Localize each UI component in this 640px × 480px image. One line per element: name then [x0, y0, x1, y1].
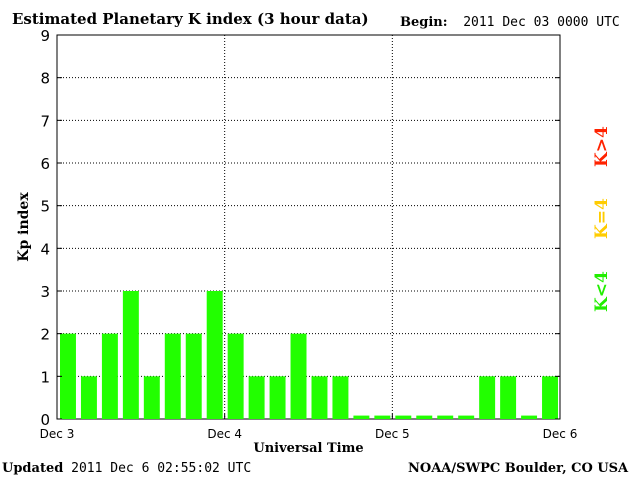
begin-timestamp: Begin: 2011 Dec 03 0000 UTC [400, 15, 620, 30]
kp-bar [437, 415, 454, 419]
plot-frame [56, 34, 561, 420]
kp-bar [164, 333, 181, 419]
kp-bar [248, 376, 265, 419]
legend-k-less-4: K<4 [592, 271, 612, 312]
kp-bar [479, 376, 496, 419]
kp-bar [416, 415, 433, 419]
kp-bar [80, 376, 97, 419]
kp-bar [101, 333, 118, 419]
y-tick-label: 5 [40, 198, 50, 216]
kp-bar [269, 376, 286, 419]
x-tick-label: Dec 4 [207, 427, 242, 441]
kp-bar [542, 376, 558, 419]
updated-value: 2011 Dec 6 02:55:02 UTC [71, 461, 252, 476]
kp-bar [374, 415, 391, 419]
kp-bar [227, 333, 244, 419]
legend-k-greater-4: K>4 [592, 126, 612, 167]
y-tick-label: 0 [40, 411, 50, 429]
kp-bar [458, 415, 475, 419]
kp-bar [521, 415, 538, 419]
kp-bar [290, 333, 307, 419]
y-tick-label: 2 [40, 326, 50, 344]
kp-bar [395, 415, 412, 419]
kp-bar [332, 376, 349, 419]
data-source: NOAA/SWPC Boulder, CO USA [408, 461, 629, 476]
begin-label: Begin: [400, 15, 448, 30]
begin-value: 2011 Dec 03 0000 UTC [463, 15, 620, 30]
kp-bar [143, 376, 160, 419]
kp-bar [185, 333, 202, 419]
y-tick-label: 8 [40, 70, 50, 88]
kp-bar [500, 376, 517, 419]
x-tick-label: Dec 6 [543, 427, 578, 441]
legend-k-equal-4: K=4 [592, 198, 612, 239]
updated-label: Updated [2, 461, 64, 476]
y-tick-label: 3 [40, 283, 50, 301]
y-tick-label: 4 [40, 240, 50, 258]
x-axis-label: Universal Time [253, 441, 363, 456]
y-axis-label: Kp index [16, 192, 32, 262]
y-tick-label: 9 [40, 27, 50, 45]
y-tick-label: 1 [40, 368, 50, 386]
x-tick-label: Dec 3 [40, 427, 75, 441]
updated-timestamp: Updated 2011 Dec 6 02:55:02 UTC [2, 461, 251, 476]
kp-bar [122, 291, 139, 419]
y-tick-label: 7 [40, 112, 50, 130]
kp-bar [311, 376, 328, 419]
kp-bar [206, 291, 223, 419]
y-tick-label: 6 [40, 155, 50, 173]
kp-bar [353, 415, 370, 419]
x-tick-label: Dec 5 [375, 427, 410, 441]
kp-bar [60, 333, 76, 419]
chart-title: Estimated Planetary K index (3 hour data… [12, 10, 369, 28]
